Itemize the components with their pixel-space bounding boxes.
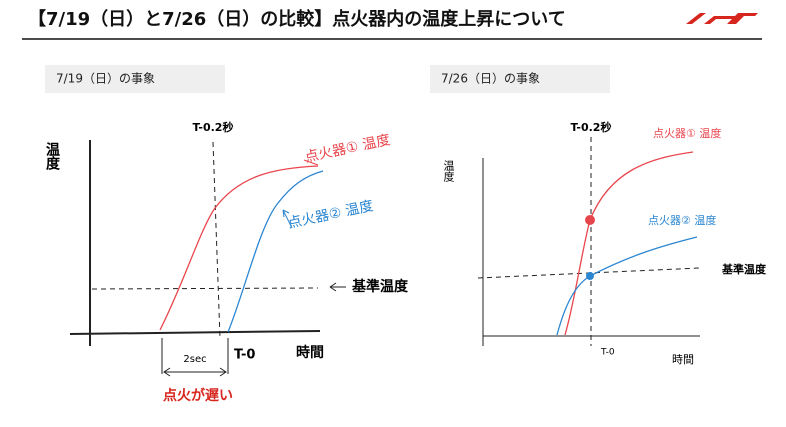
arrow xyxy=(303,159,319,166)
panel-heading-box xyxy=(430,65,610,93)
point xyxy=(585,215,595,225)
arrow xyxy=(282,209,293,229)
slide-title: 【7/19（日）と7/26（日）の比較】点火器内の温度上昇について xyxy=(28,8,566,30)
marker-label: T-0.2秒 xyxy=(571,120,612,134)
curve-1 xyxy=(159,165,319,331)
reference-label: 基準温度 xyxy=(721,262,767,276)
marker-label: T-0.2秒 xyxy=(193,120,234,134)
gap-bracket xyxy=(161,338,229,377)
reference-line xyxy=(91,287,319,290)
panel-heading-box xyxy=(45,65,225,93)
marker-line xyxy=(212,141,221,339)
gap-label: 2sec xyxy=(183,354,206,365)
arrow xyxy=(329,282,346,292)
curve-1-label: 点火器① 温度 xyxy=(653,126,721,140)
axes xyxy=(69,140,321,346)
note: 点火が遅い xyxy=(163,387,233,404)
curve-2-label: 点火器② 温度 xyxy=(648,213,716,227)
curve-2 xyxy=(227,170,324,333)
reference-label: 基準温度 xyxy=(352,278,409,295)
panel-heading: 7/26（日）の事象 xyxy=(441,72,540,86)
panel-heading: 7/19（日）の事象 xyxy=(56,72,155,86)
point xyxy=(586,272,594,280)
x-axis-label: 時間 xyxy=(296,344,324,361)
t0-label: T-0 xyxy=(234,348,255,363)
x-axis-label: 時間 xyxy=(672,353,694,366)
logo xyxy=(686,13,758,24)
t0-label: T-0 xyxy=(600,348,615,358)
y-axis-label: 温度 xyxy=(442,160,455,183)
y-axis-label: 温度 xyxy=(44,142,60,171)
